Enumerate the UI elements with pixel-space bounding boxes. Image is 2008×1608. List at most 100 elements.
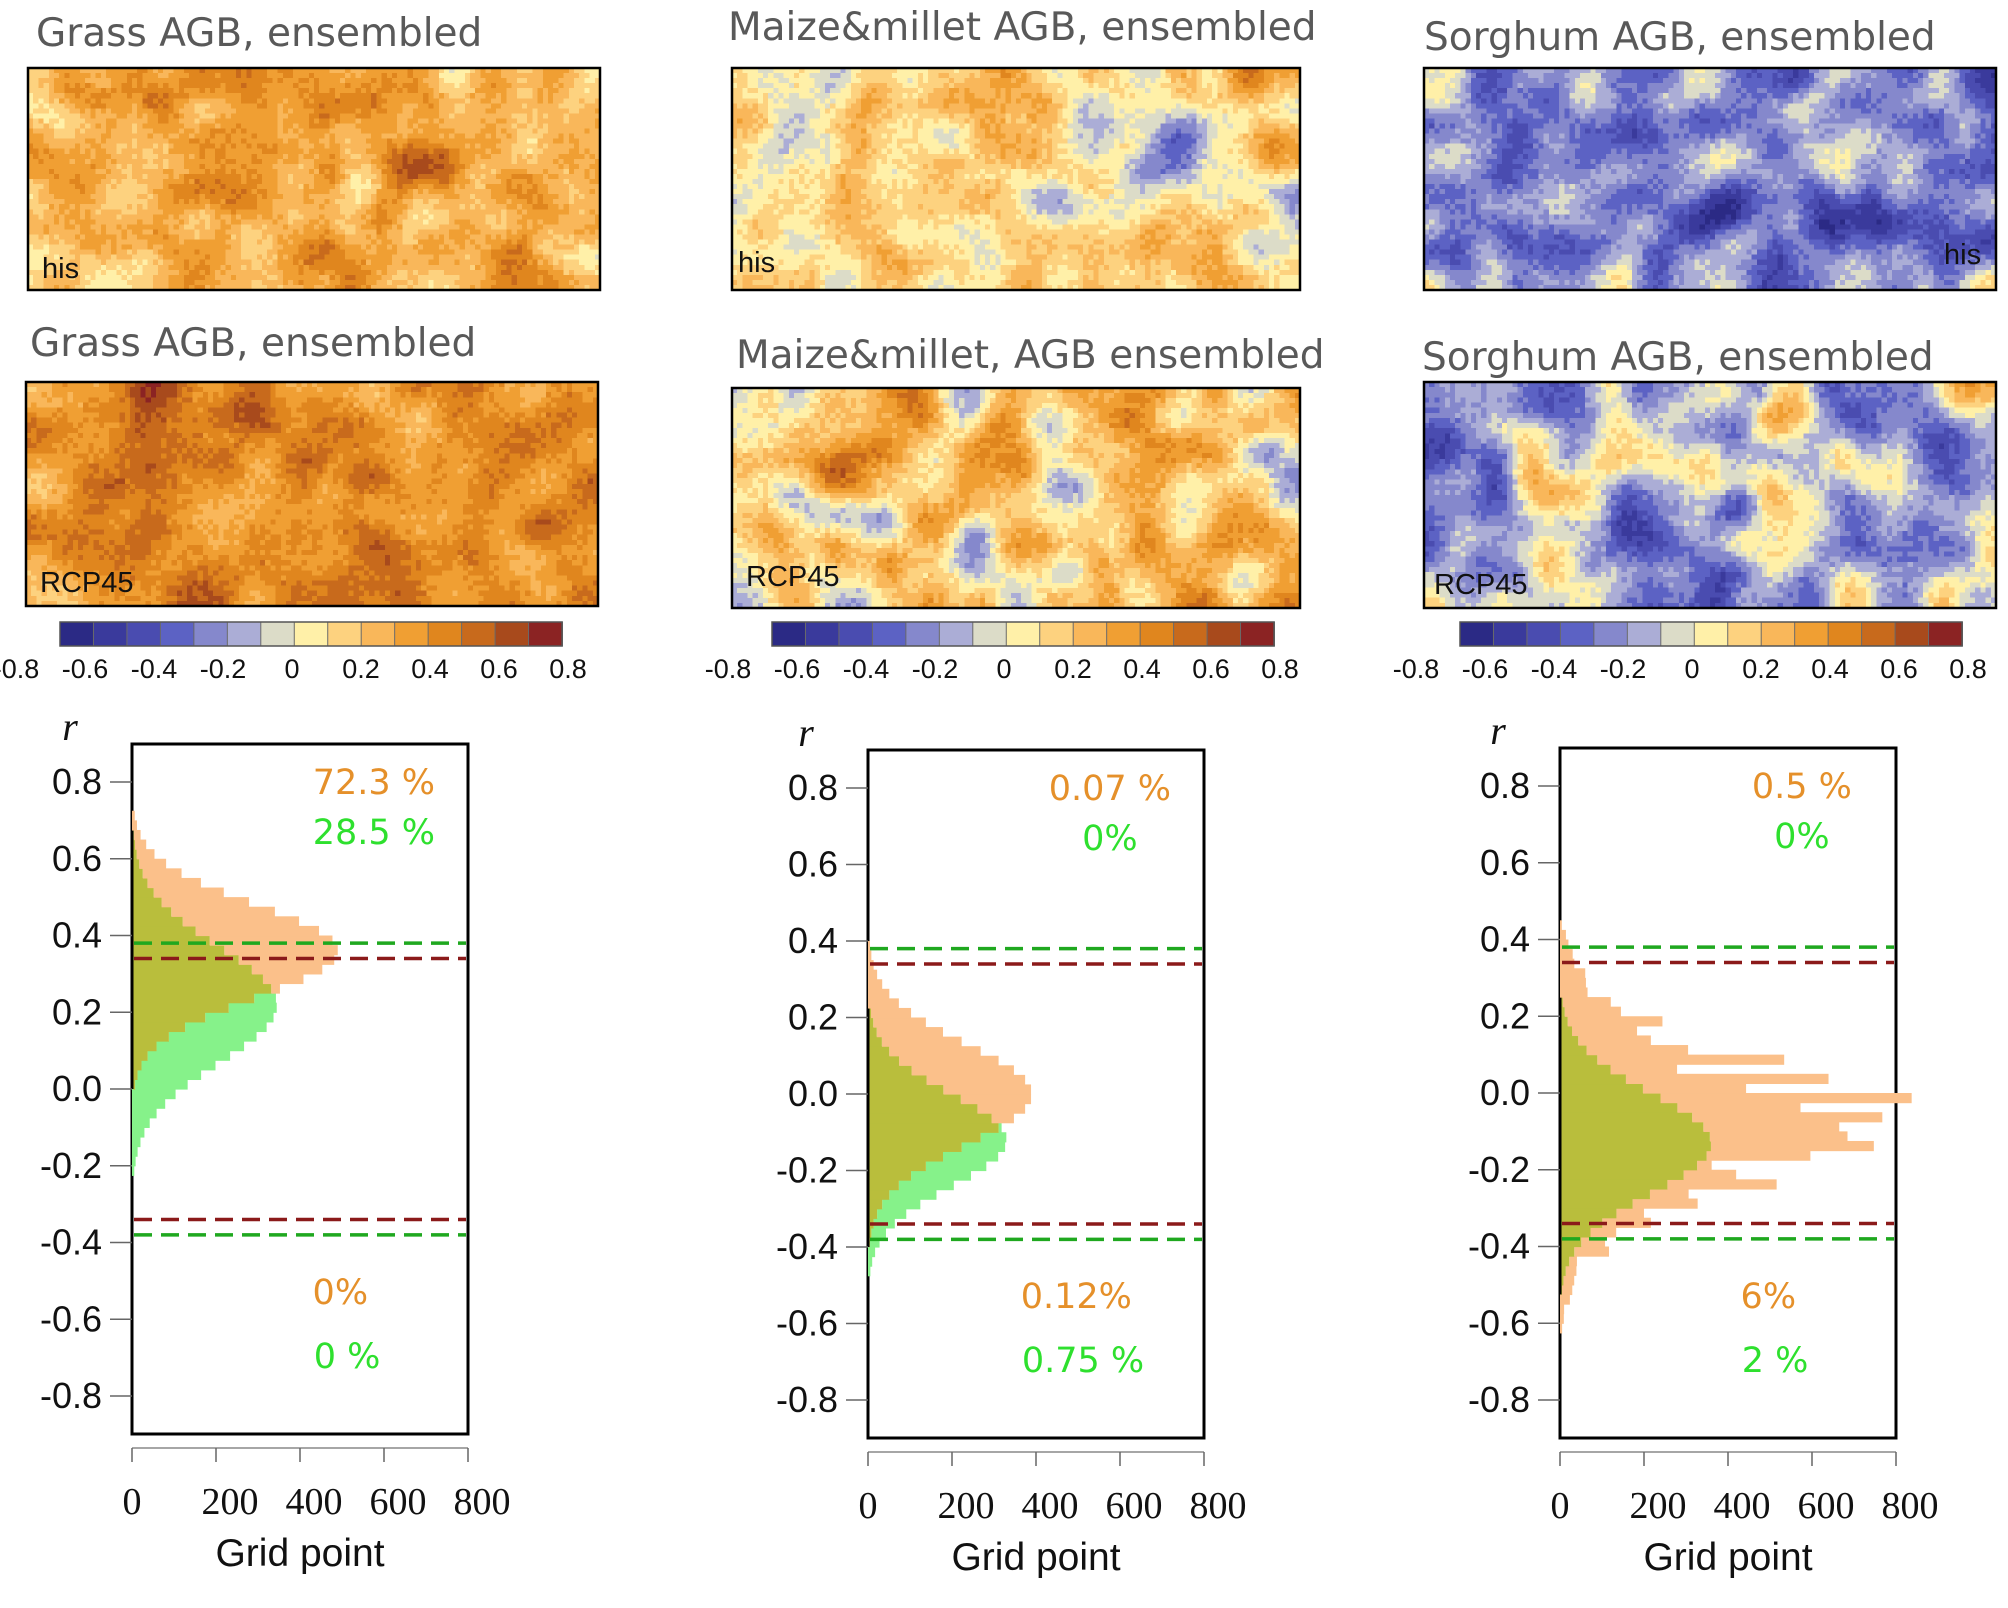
overlap-histogram-bar <box>1561 1208 1617 1219</box>
y-tick-label: 0.4 <box>788 920 838 961</box>
overlap-histogram-bar <box>1561 1188 1650 1200</box>
his-histogram-bar <box>209 935 333 946</box>
maize-his-title: Maize&millet AGB, ensembled <box>728 5 1317 50</box>
his-histogram-bar <box>1560 977 1586 989</box>
y-tick-label: -0.6 <box>40 1298 102 1339</box>
colorbar-tick-label: -0.8 <box>705 654 752 684</box>
rcp-histogram-bar <box>185 1021 267 1033</box>
his-histogram-bar <box>182 916 300 927</box>
rcp-histogram-bar <box>961 1141 1006 1152</box>
lower-rcp-percentage: 0 % <box>314 1337 381 1377</box>
overlap-histogram-bar <box>1561 1265 1566 1276</box>
overlap-histogram-bar <box>133 945 225 956</box>
colorbar-swatch <box>1794 621 1830 647</box>
his-histogram-bar <box>153 887 224 898</box>
y-tick-label: 0.2 <box>52 991 102 1032</box>
rcp-histogram-bar <box>925 1160 987 1172</box>
his-histogram-bar <box>1569 1256 1577 1267</box>
rcp-histogram-bar <box>868 1266 871 1277</box>
y-axis-label: r <box>798 710 814 755</box>
x-tick-label: 400 <box>1714 1485 1771 1527</box>
lower-rcp-percentage: 2 % <box>1742 1341 1809 1381</box>
his-histogram-bar <box>1560 949 1573 960</box>
overlap-histogram-bar <box>869 1189 890 1200</box>
colorbar-tick-label: 0.4 <box>1811 654 1849 684</box>
his-histogram-bar <box>1632 1198 1698 1209</box>
his-histogram-bar <box>139 858 167 869</box>
overlap-histogram-bar <box>869 1141 962 1152</box>
rcp-histogram-bar <box>889 1189 937 1200</box>
rcp-histogram-bar <box>156 1041 245 1052</box>
y-tick-label: 0.6 <box>788 844 838 885</box>
grass-rcp-tag: RCP45 <box>40 567 134 599</box>
overlap-histogram-bar <box>869 1180 899 1191</box>
y-tick-label: 0.4 <box>52 915 102 956</box>
his-histogram-bar <box>1590 1227 1617 1238</box>
colorbar-tick-label: -0.6 <box>1462 654 1509 684</box>
his-histogram-bar <box>147 877 201 889</box>
rcp-histogram-bar <box>911 1170 971 1181</box>
rcp-histogram-bar <box>147 1050 231 1061</box>
y-axis-label: r <box>1490 708 1506 753</box>
colorbar-swatch <box>1727 621 1763 647</box>
rcp-histogram-bar <box>132 1156 136 1167</box>
his-histogram-bar <box>1586 1045 1689 1056</box>
his-histogram-bar <box>1560 1294 1570 1305</box>
colorbar-tick-label: 0.2 <box>1742 654 1780 684</box>
his-histogram-bar <box>1667 1179 1777 1190</box>
his-histogram-bar <box>195 925 320 937</box>
colorbar-swatch <box>1072 621 1108 647</box>
overlap-histogram-bar <box>1561 1016 1568 1027</box>
sorghum-his-title: Sorghum AGB, ensembled <box>1424 15 1936 60</box>
overlap-histogram-bar <box>133 1041 157 1052</box>
his-histogram-bar <box>1578 1035 1651 1046</box>
maize-rcp-map <box>730 386 1302 610</box>
his-histogram-bar <box>1560 920 1562 931</box>
his-histogram-bar <box>873 1017 926 1028</box>
upper-rcp-percentage: 0% <box>1774 817 1830 857</box>
rcp-histogram-bar <box>141 1060 216 1071</box>
sorghum-rcp-title: Sorghum AGB, ensembled <box>1422 335 1934 380</box>
his-histogram-bar <box>1564 1006 1621 1017</box>
overlap-histogram-bar <box>869 1055 900 1066</box>
rcp-histogram-bar <box>132 1098 166 1109</box>
overlap-histogram-bar <box>133 1021 186 1033</box>
colorbar-tick-label: 0 <box>1684 654 1699 684</box>
his-histogram-bar <box>132 810 135 821</box>
his-histogram-bar <box>926 1074 1026 1086</box>
maize-column: Maize&millet AGB, ensembled his Maize&mi… <box>705 5 1325 684</box>
grass-his-title: Grass AGB, ensembled <box>36 11 482 56</box>
colorbar-tick-label: -0.8 <box>0 654 39 684</box>
maize-colorbar: -0.8 -0.6 -0.4 -0.2 0 0.2 0.4 0.6 0.8 <box>705 621 1299 684</box>
x-tick-label: 600 <box>1106 1485 1163 1527</box>
grass-colorbar: -0.8 -0.6 -0.4 -0.2 0 0.2 0.4 0.6 0.8 <box>0 621 587 684</box>
x-tick-label: 200 <box>938 1485 995 1527</box>
his-histogram-bar <box>1560 1313 1564 1324</box>
y-tick-label: 0.0 <box>1480 1072 1530 1113</box>
his-histogram-bar <box>1709 1131 1848 1142</box>
overlap-histogram-bar <box>133 916 183 927</box>
colorbar-tick-label: 0.8 <box>1949 654 1987 684</box>
overlap-histogram-bar <box>1561 1150 1707 1161</box>
y-tick-label: 0.8 <box>788 767 838 808</box>
overlap-histogram-bar <box>133 954 239 965</box>
his-histogram-bar <box>1574 1246 1609 1257</box>
overlap-histogram-bar <box>869 1065 912 1076</box>
overlap-histogram-bar <box>1561 1217 1603 1228</box>
his-histogram-bar <box>943 1084 1032 1095</box>
x-tick-label: 800 <box>454 1481 511 1523</box>
grass-column: Grass AGB, ensembled his Grass AGB, ense… <box>0 11 602 684</box>
colorbar-swatch <box>1106 621 1142 647</box>
maize-his-map <box>730 66 1302 292</box>
maize-his-tag: his <box>738 247 775 279</box>
y-tick-label: -0.4 <box>776 1226 838 1267</box>
y-tick-label: -0.2 <box>40 1145 102 1186</box>
upper-his-percentage: 0.5 % <box>1752 767 1852 807</box>
his-histogram-bar <box>991 1113 1014 1124</box>
colorbar-swatch <box>905 621 941 647</box>
overlap-histogram-bar <box>1561 1083 1643 1094</box>
his-histogram-bar <box>136 849 155 860</box>
colorbar-swatch <box>938 621 974 647</box>
overlap-histogram-bar <box>869 1208 878 1219</box>
rcp-histogram-bar <box>132 1117 150 1128</box>
